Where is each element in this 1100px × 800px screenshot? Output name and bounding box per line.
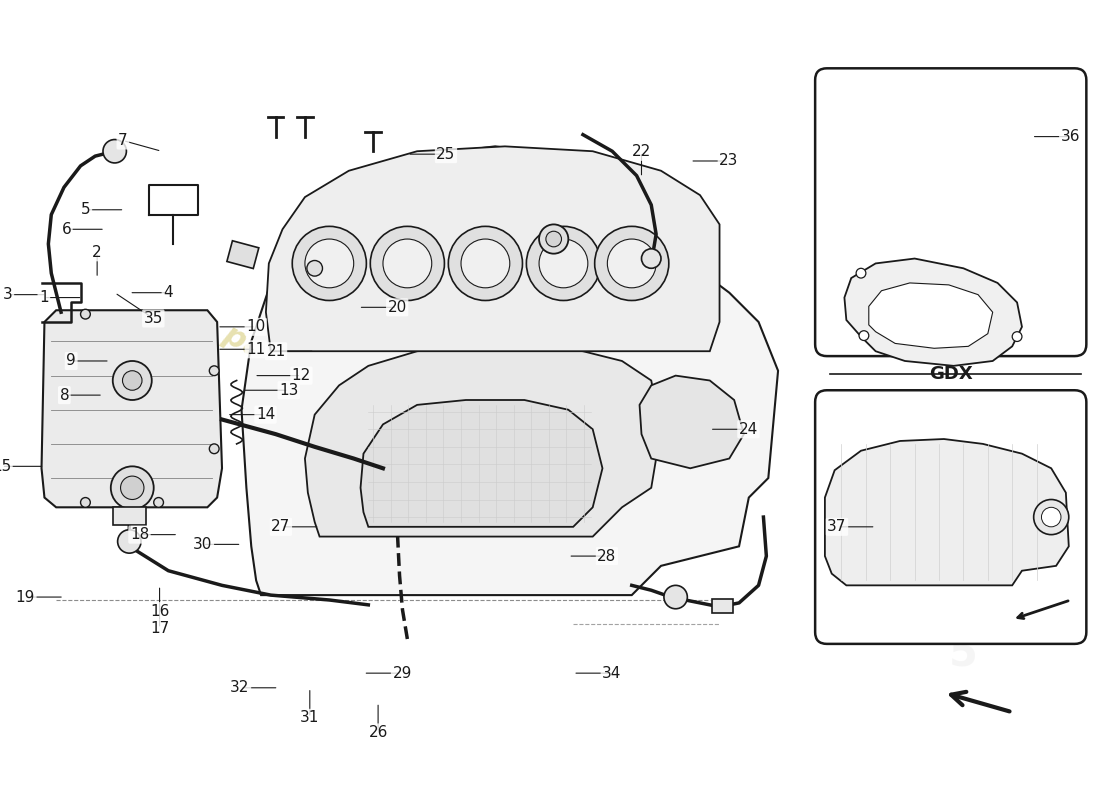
Circle shape xyxy=(122,370,142,390)
Circle shape xyxy=(293,226,366,301)
Text: 21: 21 xyxy=(266,344,286,358)
Text: 7: 7 xyxy=(118,133,128,148)
Circle shape xyxy=(595,226,669,301)
Polygon shape xyxy=(869,283,992,348)
Text: 28: 28 xyxy=(597,549,617,563)
Text: 36: 36 xyxy=(1060,129,1080,144)
Text: 15: 15 xyxy=(0,459,11,474)
Circle shape xyxy=(641,249,661,268)
Circle shape xyxy=(1012,332,1022,342)
Circle shape xyxy=(461,239,509,288)
Polygon shape xyxy=(825,439,1069,586)
Circle shape xyxy=(371,226,444,301)
Circle shape xyxy=(118,530,141,553)
Circle shape xyxy=(209,444,219,454)
Circle shape xyxy=(121,476,144,499)
Circle shape xyxy=(307,261,322,276)
Circle shape xyxy=(546,231,561,247)
Circle shape xyxy=(305,239,354,288)
Circle shape xyxy=(527,226,601,301)
Text: 14: 14 xyxy=(256,407,275,422)
Text: 19: 19 xyxy=(15,590,35,605)
Polygon shape xyxy=(266,146,719,351)
FancyBboxPatch shape xyxy=(815,68,1087,356)
Text: 6: 6 xyxy=(62,222,72,237)
Circle shape xyxy=(859,330,869,341)
Text: 17: 17 xyxy=(150,621,169,636)
Bar xyxy=(712,599,734,613)
Text: 29: 29 xyxy=(393,666,411,681)
Text: 24: 24 xyxy=(739,422,758,437)
Circle shape xyxy=(449,226,522,301)
Text: GDX: GDX xyxy=(928,365,972,382)
Circle shape xyxy=(112,361,152,400)
Circle shape xyxy=(1042,507,1062,527)
Text: 25: 25 xyxy=(437,146,455,162)
Circle shape xyxy=(539,225,569,254)
Circle shape xyxy=(607,239,656,288)
Text: 26: 26 xyxy=(368,725,388,740)
Text: 23: 23 xyxy=(719,154,738,169)
Text: 1: 1 xyxy=(40,290,48,305)
Text: 5: 5 xyxy=(81,202,90,218)
Circle shape xyxy=(856,268,866,278)
Circle shape xyxy=(664,586,688,609)
Text: E
1
9
8
5: E 1 9 8 5 xyxy=(949,438,978,674)
Text: 31: 31 xyxy=(300,710,319,726)
Text: a passion for cars inc. 1985: a passion for cars inc. 1985 xyxy=(191,306,624,554)
Polygon shape xyxy=(305,346,661,537)
Circle shape xyxy=(209,366,219,376)
Polygon shape xyxy=(845,258,1022,366)
Text: 32: 32 xyxy=(230,680,250,695)
Circle shape xyxy=(539,239,587,288)
Circle shape xyxy=(1034,499,1069,534)
Text: 12: 12 xyxy=(292,368,311,383)
Text: 35: 35 xyxy=(144,311,163,326)
Circle shape xyxy=(80,498,90,507)
Text: 13: 13 xyxy=(279,382,298,398)
Text: 11: 11 xyxy=(246,342,265,357)
FancyBboxPatch shape xyxy=(815,390,1087,644)
Text: 10: 10 xyxy=(246,319,265,334)
Bar xyxy=(112,507,146,525)
Text: 8: 8 xyxy=(59,388,69,402)
Polygon shape xyxy=(361,400,603,527)
Text: 16: 16 xyxy=(150,604,169,618)
Text: 4: 4 xyxy=(163,285,173,300)
Polygon shape xyxy=(242,146,778,595)
Circle shape xyxy=(103,139,127,163)
Polygon shape xyxy=(639,376,744,468)
Text: 9: 9 xyxy=(66,354,76,369)
Text: 22: 22 xyxy=(631,144,651,159)
Circle shape xyxy=(111,466,154,510)
Text: 18: 18 xyxy=(130,527,150,542)
Text: 30: 30 xyxy=(194,537,212,552)
Polygon shape xyxy=(42,310,222,507)
Bar xyxy=(227,241,258,269)
Text: 2: 2 xyxy=(92,245,102,260)
Circle shape xyxy=(154,498,164,507)
Text: 34: 34 xyxy=(602,666,621,681)
Text: 37: 37 xyxy=(827,519,847,534)
Circle shape xyxy=(383,239,431,288)
Text: 3: 3 xyxy=(3,287,12,302)
Text: 27: 27 xyxy=(272,519,290,534)
Circle shape xyxy=(80,310,90,319)
Text: 20: 20 xyxy=(387,300,407,315)
